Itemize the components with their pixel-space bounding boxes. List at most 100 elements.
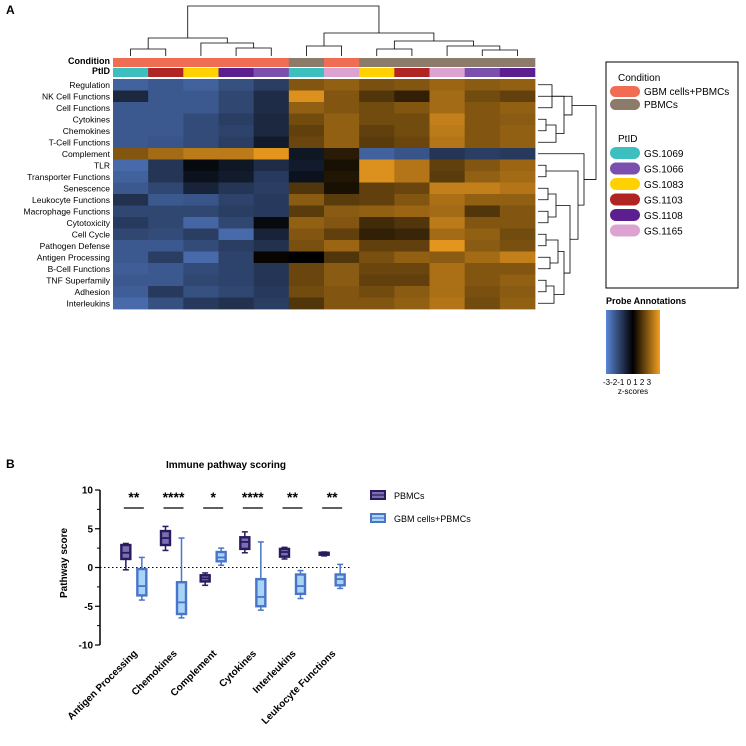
heatmap-cell <box>429 251 466 264</box>
heatmap-cell <box>359 240 395 252</box>
row-label: Senescence <box>63 183 110 193</box>
condition-bar-cell <box>218 58 254 67</box>
legend-ptid-label: GS.1066 <box>644 165 684 176</box>
heatmap-cell <box>394 286 430 298</box>
heatmap-cell <box>253 228 290 241</box>
dendrogram-link <box>235 47 272 56</box>
dendrogram-link <box>538 95 573 116</box>
legend-condition-swatch <box>610 86 640 97</box>
heatmap-cell <box>113 171 149 183</box>
heatmap-cell <box>359 171 395 183</box>
heatmap-cell <box>359 217 395 229</box>
heatmap-cell <box>429 286 466 298</box>
condition-bar-cell <box>359 58 395 67</box>
heatmap-cell <box>359 297 395 310</box>
heatmap-cell <box>359 194 395 206</box>
heatmap-cell <box>218 240 255 252</box>
heatmap-cell <box>499 240 536 252</box>
heatmap-cell <box>253 251 290 264</box>
heatmap-cell <box>148 136 184 149</box>
heatmap-cell <box>288 217 325 229</box>
ptid-bar-cell <box>148 68 184 77</box>
heatmap-cell <box>183 251 219 264</box>
heatmap-cell <box>394 205 430 218</box>
heatmap-cell <box>288 171 325 183</box>
heatmap-cell <box>429 125 466 137</box>
heatmap-cell <box>183 228 219 241</box>
heatmap-cell <box>183 297 219 310</box>
heatmap-cell <box>499 263 536 275</box>
heatmap-cell <box>499 194 536 206</box>
heatmap-cell <box>464 125 501 137</box>
heatmap-cell <box>394 113 430 126</box>
heatmap-cell <box>148 263 184 275</box>
heatmap-cell <box>429 240 466 252</box>
heatmap-cell <box>253 125 290 137</box>
y-tick-label: -5 <box>84 602 93 613</box>
dendrogram-link <box>538 233 547 247</box>
heatmap-cell <box>113 205 149 218</box>
heatmap-cell <box>183 205 219 218</box>
heatmap-cell <box>359 113 395 126</box>
dendrogram-link <box>554 251 565 296</box>
legend-condition-items: GBM cells+PBMCs PBMCs <box>610 86 729 111</box>
heatmap-cell <box>324 263 360 275</box>
legend-ptid-title: PtID <box>618 134 637 145</box>
ptid-bar-cell <box>394 68 430 77</box>
heatmap-cell <box>429 148 466 160</box>
heatmap-cell <box>499 297 536 310</box>
heatmap-cell <box>429 182 466 195</box>
legend-condition-label: PBMCs <box>644 100 678 111</box>
heatmap-cell <box>183 159 219 172</box>
heatmap-cell <box>218 217 255 229</box>
heatmap-cell <box>288 286 325 298</box>
significance-stars: ** <box>327 489 338 505</box>
y-tick-label: 5 <box>87 524 93 535</box>
heatmap-cell <box>218 102 255 114</box>
heatmap-cell <box>218 182 255 195</box>
condition-bar-cell <box>148 58 184 67</box>
heatmap-cell <box>253 205 290 218</box>
condition-bar-cell <box>253 58 290 67</box>
heatmap-cell <box>288 79 325 91</box>
row-label: Leukocyte Functions <box>32 195 110 205</box>
heatmap-cell <box>113 194 149 206</box>
heatmap-cell <box>183 79 219 91</box>
significance-stars: **** <box>242 489 264 505</box>
heatmap-cell <box>218 286 255 298</box>
heatmap-cell <box>288 297 325 310</box>
heatmap-cell <box>464 274 501 287</box>
heatmap-cell <box>464 182 501 195</box>
heatmap-cell <box>113 240 149 252</box>
heatmap-cell <box>148 159 184 172</box>
heatmap-cell <box>429 113 466 126</box>
dendrogram-link <box>187 5 380 38</box>
heatmap-cell <box>394 90 430 103</box>
legend-ptid-swatch <box>610 224 640 237</box>
heatmap-cell <box>218 228 255 241</box>
heatmap-cell <box>288 263 325 275</box>
dendrogram-link <box>546 239 559 264</box>
dendrogram-link <box>323 32 435 46</box>
heatmap-cell <box>394 217 430 229</box>
colorbar-gradient <box>606 310 660 374</box>
heatmap-cell <box>288 136 325 149</box>
heatmap-cell <box>324 125 360 137</box>
dendrogram-link <box>538 279 547 293</box>
dendrogram-link <box>548 193 557 218</box>
row-label: TNF Superfamily <box>46 275 111 285</box>
heatmap-cell <box>183 194 219 206</box>
heatmap-cell <box>113 263 149 275</box>
panel-a-label: A <box>6 3 15 17</box>
heatmap-cell <box>429 217 466 229</box>
heatmap-cell <box>288 251 325 264</box>
heatmap-cell <box>148 171 184 183</box>
heatmap-cell <box>148 182 184 195</box>
heatmap-cell <box>499 286 536 298</box>
heatmap-cell <box>324 194 360 206</box>
heatmap-cell <box>183 113 219 126</box>
heatmap-cell <box>113 251 149 264</box>
ptid-bar-cell <box>288 68 325 77</box>
row-label: NK Cell Functions <box>42 91 110 101</box>
colorbar-ticks: -3-2-1 0 1 2 3 <box>603 378 652 387</box>
